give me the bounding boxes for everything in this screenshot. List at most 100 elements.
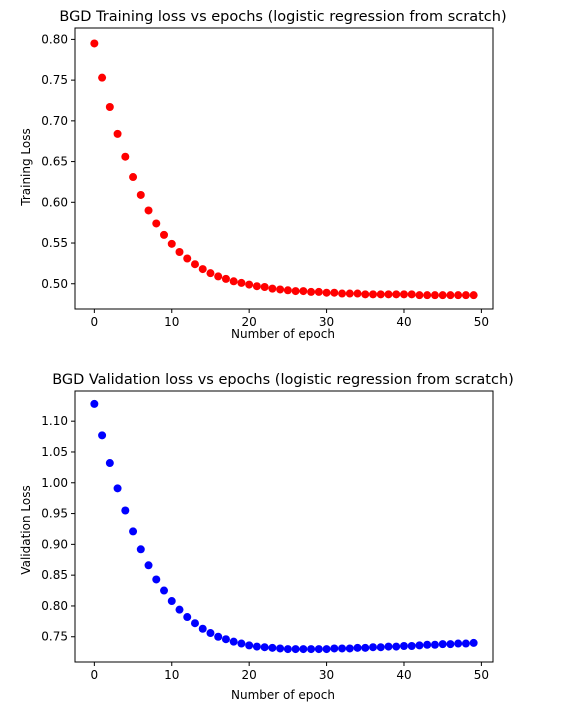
data-point [299,645,308,654]
data-point [237,278,246,287]
data-point [430,291,439,300]
x-tick-label: 40 [396,668,411,682]
data-point [430,640,439,649]
data-point [237,639,246,648]
data-point [469,638,478,647]
y-tick-label: 1.10 [41,414,68,428]
x-tick-label: 10 [164,315,179,329]
plot-frame [74,390,494,663]
data-point [384,642,393,651]
data-point [322,288,331,297]
data-point [392,642,401,651]
y-axis-label: Validation Loss [19,485,33,574]
data-point [415,291,424,300]
chart-title: BGD Validation loss vs epochs (logistic … [52,372,514,388]
y-tick-label: 0.80 [41,599,68,613]
data-point [144,206,153,215]
data-point [90,399,99,408]
data-point [399,641,408,650]
data-point [252,642,261,651]
x-tick-label: 50 [474,668,489,682]
data-point [214,272,223,281]
x-tick-label: 0 [91,315,99,329]
data-point [392,290,401,299]
data-point [245,280,254,289]
data-point [446,640,455,649]
y-tick-label: 0.55 [41,236,68,250]
data-point [307,287,316,296]
data-point [214,632,223,641]
y-tick-label: 0.80 [41,32,68,46]
data-point [407,290,416,299]
data-point [338,644,347,653]
data-point [268,643,277,652]
y-tick-label: 0.90 [41,537,68,551]
x-tick-label: 50 [474,315,489,329]
data-point [105,459,114,468]
x-axis-label: Number of epoch [231,688,335,702]
x-tick-label: 10 [164,668,179,682]
data-point [98,431,107,440]
chart-title: BGD Training loss vs epochs (logistic re… [59,9,506,25]
data-point [136,545,145,554]
x-tick-label: 30 [319,315,334,329]
x-axis-label: Number of epoch [231,327,335,341]
y-tick-label: 1.00 [41,476,68,490]
data-point [167,597,176,606]
data-point [90,39,99,48]
data-point [206,629,215,638]
data-point [283,286,292,295]
data-point [167,239,176,248]
data-point [461,291,470,300]
y-tick-label: 0.95 [41,507,68,521]
data-point [206,269,215,278]
data-point [260,643,269,652]
data-point [376,290,385,299]
data-point [438,291,447,300]
data-point [252,282,261,291]
y-tick-label: 0.50 [41,277,68,291]
data-point [446,291,455,300]
data-point [454,639,463,648]
data-point [121,506,130,515]
data-points [90,399,478,654]
data-point [268,284,277,293]
x-tick-label: 30 [319,668,334,682]
data-point [229,637,238,646]
data-point [438,640,447,649]
y-tick-label: 0.70 [41,114,68,128]
data-point [291,645,300,654]
data-point [276,644,285,653]
data-points [90,39,478,300]
y-tick-label: 0.85 [41,568,68,582]
data-point [183,254,192,263]
data-point [121,152,130,161]
y-axis-label: Training Loss [19,128,33,206]
data-point [113,484,122,493]
data-point [183,613,192,622]
data-point [307,645,316,654]
data-point [144,561,153,570]
data-point [461,639,470,648]
data-point [152,219,161,228]
data-point [361,290,370,299]
data-point [314,287,323,296]
data-point [338,289,347,298]
data-point [330,288,339,297]
ticks: 0 10 20 30 40 50 0.50 0.55 0.60 0.65 0.70 0.75 0.80 [41,32,489,329]
data-point [384,290,393,299]
training-loss-chart: BGD Training loss vs epochs (logistic re… [19,9,507,341]
y-tick-label: 0.75 [41,630,68,644]
validation-loss-chart: BGD Validation loss vs epochs (logistic … [19,372,514,702]
data-point [283,645,292,654]
data-point [136,190,145,199]
x-tick-label: 0 [91,668,99,682]
x-tick-label: 20 [242,668,257,682]
data-point [198,624,207,633]
data-point [276,285,285,294]
data-point [469,291,478,300]
data-point [369,290,378,299]
data-point [407,641,416,650]
data-point [129,173,138,182]
data-point [423,640,432,649]
